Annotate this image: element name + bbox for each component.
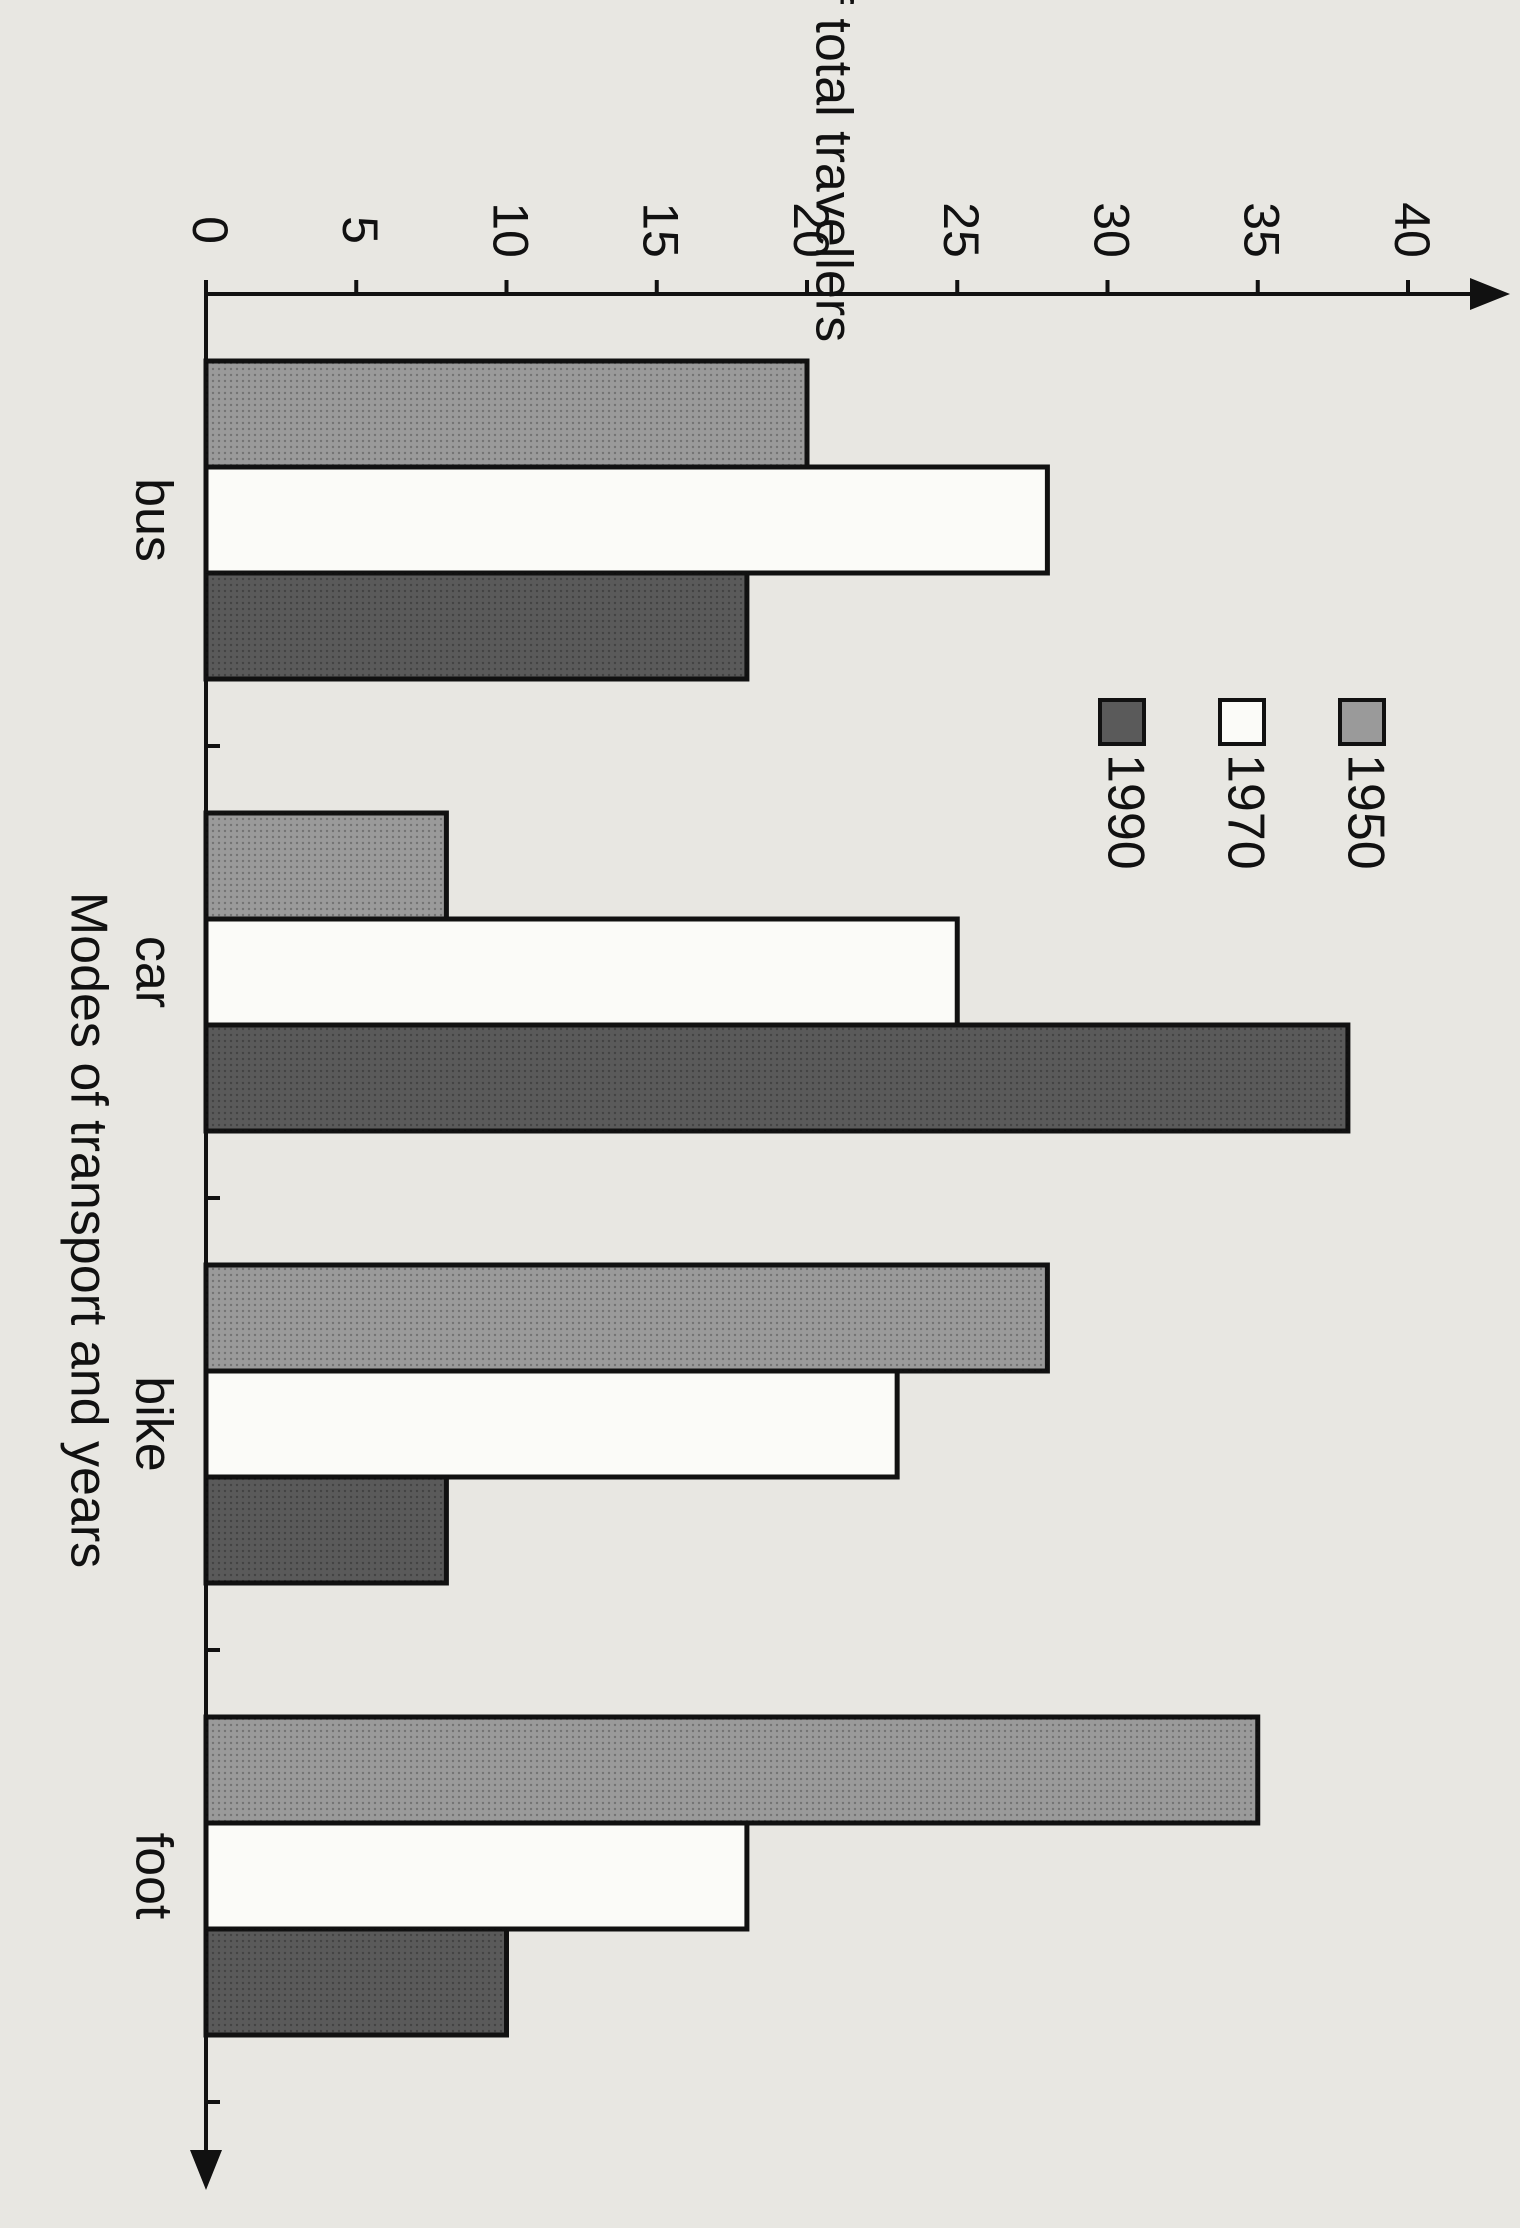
legend-label: 1990 bbox=[1096, 754, 1154, 870]
y-tick-label: 25 bbox=[933, 202, 989, 258]
y-tick-label: 0 bbox=[182, 216, 238, 244]
bar-texture bbox=[206, 1717, 1258, 1823]
legend-label: 1970 bbox=[1216, 754, 1274, 870]
bar-texture bbox=[206, 1025, 1348, 1131]
bar bbox=[203, 464, 1050, 576]
y-tick-label: 20 bbox=[783, 202, 839, 258]
y-tick-label: 30 bbox=[1083, 202, 1139, 258]
legend-swatch bbox=[1098, 698, 1146, 746]
bar-texture bbox=[206, 1929, 507, 2035]
bar-texture bbox=[206, 573, 747, 679]
bar-texture bbox=[206, 1477, 447, 1583]
y-tick-label: 5 bbox=[332, 216, 388, 244]
bar bbox=[203, 1820, 750, 1932]
x-tick-label: car bbox=[124, 936, 182, 1008]
y-tick-label: 35 bbox=[1234, 202, 1290, 258]
y-tick-label: 15 bbox=[633, 202, 689, 258]
legend-swatch bbox=[1218, 698, 1266, 746]
legend-swatch bbox=[1338, 698, 1386, 746]
legend-label: 1950 bbox=[1336, 754, 1394, 870]
y-tick-label: 10 bbox=[482, 202, 538, 258]
bar bbox=[203, 1368, 900, 1480]
y-tick-label: 40 bbox=[1384, 202, 1440, 258]
bar-texture bbox=[206, 1265, 1048, 1371]
bar-texture bbox=[206, 813, 447, 919]
bar bbox=[203, 916, 960, 1028]
x-tick-label: bike bbox=[124, 1376, 182, 1471]
y-axis-title: % of total travellers bbox=[804, 0, 862, 342]
x-tick-label: bus bbox=[124, 478, 182, 562]
bar-texture bbox=[206, 361, 807, 467]
x-axis-title: Modes of transport and years bbox=[59, 892, 117, 1568]
x-tick-label: foot bbox=[124, 1833, 182, 1920]
